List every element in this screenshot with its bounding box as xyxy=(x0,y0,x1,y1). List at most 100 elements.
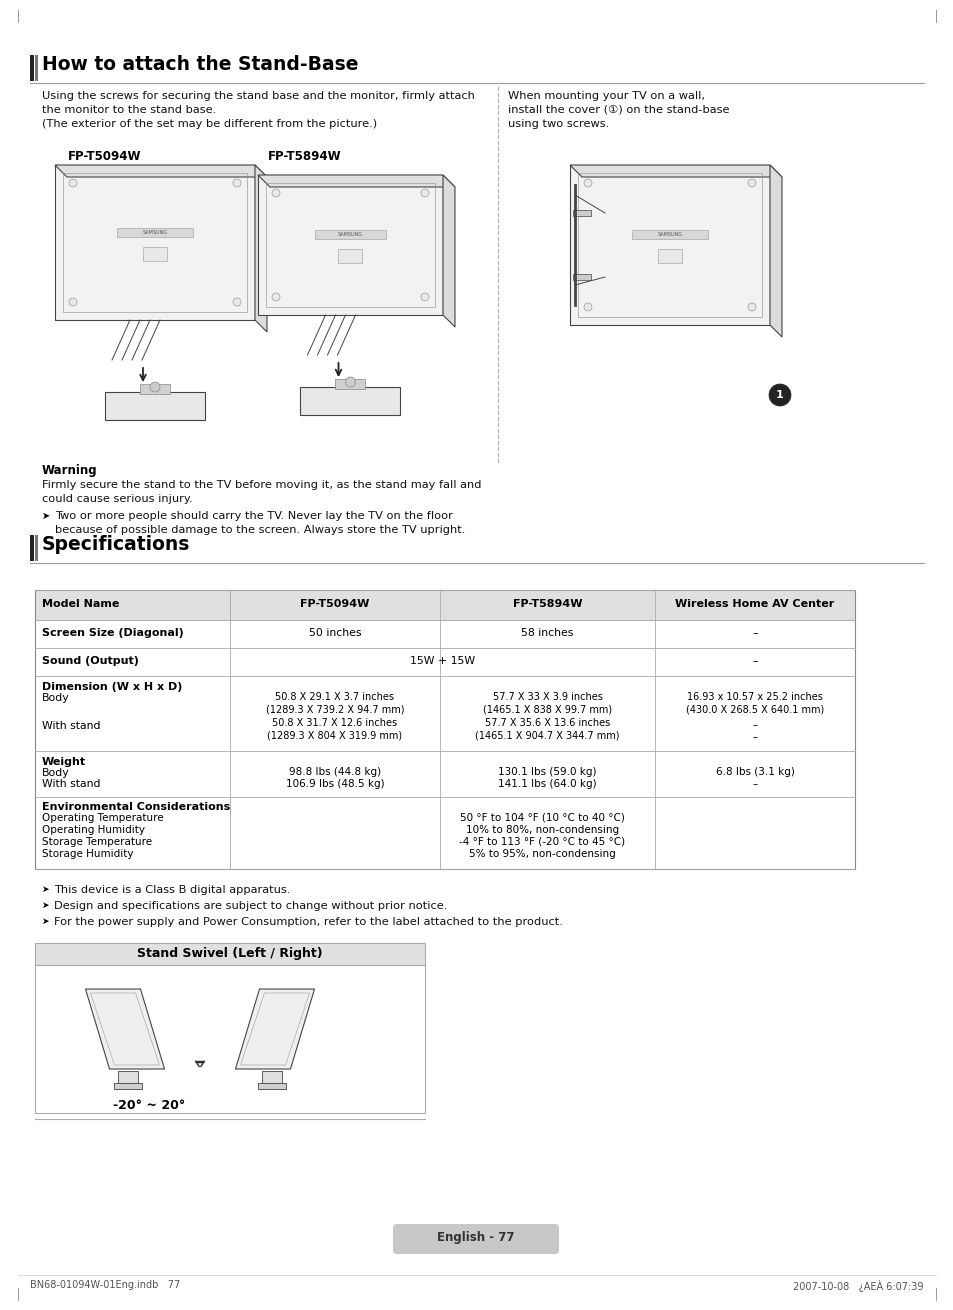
Polygon shape xyxy=(569,165,781,177)
Text: FP-T5094W: FP-T5094W xyxy=(68,151,141,162)
Bar xyxy=(35,590,854,620)
Text: 2007-10-08   ¿AEÀ 6:07:39: 2007-10-08 ¿AEÀ 6:07:39 xyxy=(793,1280,923,1292)
Bar xyxy=(113,1083,142,1089)
Text: 141.1 lbs (64.0 kg): 141.1 lbs (64.0 kg) xyxy=(497,779,597,789)
Bar xyxy=(35,620,854,648)
Polygon shape xyxy=(257,176,455,187)
Text: 58 inches: 58 inches xyxy=(520,627,573,638)
Bar xyxy=(262,1072,282,1085)
Text: This device is a Class B digital apparatus.: This device is a Class B digital apparat… xyxy=(54,886,290,895)
Bar xyxy=(573,210,590,216)
Text: Stand Swivel (Left / Right): Stand Swivel (Left / Right) xyxy=(137,947,322,960)
Text: 57.7 X 33 X 3.9 inches: 57.7 X 33 X 3.9 inches xyxy=(492,692,601,702)
Text: –: – xyxy=(752,656,757,665)
Text: ➤: ➤ xyxy=(42,511,51,521)
Polygon shape xyxy=(86,989,164,1069)
Text: FP-T5894W: FP-T5894W xyxy=(512,599,581,609)
Bar xyxy=(117,228,193,237)
Bar xyxy=(335,379,365,389)
Text: FP-T5894W: FP-T5894W xyxy=(268,151,341,162)
Bar xyxy=(35,590,854,869)
Text: (1289.3 X 804 X 319.9 mm): (1289.3 X 804 X 319.9 mm) xyxy=(267,731,402,741)
Circle shape xyxy=(747,179,755,187)
Text: 1: 1 xyxy=(776,390,783,400)
Text: SAMSUNG: SAMSUNG xyxy=(657,232,681,237)
Bar xyxy=(338,249,362,263)
Text: 16.93 x 10.57 x 25.2 inches: 16.93 x 10.57 x 25.2 inches xyxy=(686,692,822,702)
Bar xyxy=(631,231,707,238)
Circle shape xyxy=(345,377,355,386)
Text: 15W + 15W: 15W + 15W xyxy=(410,656,475,665)
Text: Specifications: Specifications xyxy=(42,534,191,554)
Bar xyxy=(143,246,167,261)
Text: Two or more people should carry the TV. Never lay the TV on the floor
because of: Two or more people should carry the TV. … xyxy=(55,511,465,534)
Text: FP-T5094W: FP-T5094W xyxy=(300,599,370,609)
Circle shape xyxy=(583,179,592,187)
Text: Operating Humidity: Operating Humidity xyxy=(42,825,145,834)
Text: SAMSUNG: SAMSUNG xyxy=(337,232,363,237)
Circle shape xyxy=(768,384,790,406)
Text: Using the screws for securing the stand base and the monitor, firmly attach
the : Using the screws for securing the stand … xyxy=(42,90,475,128)
Text: 50.8 X 29.1 X 3.7 inches: 50.8 X 29.1 X 3.7 inches xyxy=(275,692,395,702)
Text: When mounting your TV on a wall,
install the cover (①) on the stand-base
using t: When mounting your TV on a wall, install… xyxy=(507,90,729,128)
Text: Firmly secure the stand to the TV before moving it, as the stand may fall and
co: Firmly secure the stand to the TV before… xyxy=(42,479,481,504)
Text: With stand: With stand xyxy=(42,721,100,731)
Text: 106.9 lbs (48.5 kg): 106.9 lbs (48.5 kg) xyxy=(285,779,384,789)
Text: Screen Size (Diagonal): Screen Size (Diagonal) xyxy=(42,627,184,638)
Text: English - 77: English - 77 xyxy=(436,1231,515,1244)
Polygon shape xyxy=(769,165,781,337)
Text: Storage Humidity: Storage Humidity xyxy=(42,849,133,859)
Text: 130.1 lbs (59.0 kg): 130.1 lbs (59.0 kg) xyxy=(497,766,597,777)
Text: ➤: ➤ xyxy=(42,886,50,893)
Bar xyxy=(658,249,681,263)
Text: –: – xyxy=(752,732,757,741)
Text: BN68-01094W-01Eng.indb   77: BN68-01094W-01Eng.indb 77 xyxy=(30,1280,180,1290)
Text: 50 inches: 50 inches xyxy=(309,627,361,638)
Bar xyxy=(578,173,761,317)
Bar xyxy=(35,55,38,81)
Text: 98.8 lbs (44.8 kg): 98.8 lbs (44.8 kg) xyxy=(289,766,380,777)
Text: –: – xyxy=(752,721,757,730)
Polygon shape xyxy=(254,165,267,331)
Circle shape xyxy=(69,179,77,187)
Text: –: – xyxy=(752,627,757,638)
Bar xyxy=(257,1083,286,1089)
Circle shape xyxy=(272,189,280,196)
Bar xyxy=(118,1072,138,1085)
Text: Operating Temperature: Operating Temperature xyxy=(42,814,164,823)
Text: Body: Body xyxy=(42,693,70,703)
Text: 50.8 X 31.7 X 12.6 inches: 50.8 X 31.7 X 12.6 inches xyxy=(273,718,397,728)
Text: -20° ~ 20°: -20° ~ 20° xyxy=(112,1099,185,1112)
Bar xyxy=(63,173,247,312)
Text: With stand: With stand xyxy=(42,779,100,789)
Text: Sound (Output): Sound (Output) xyxy=(42,656,139,665)
Circle shape xyxy=(420,293,429,301)
Text: (1289.3 X 739.2 X 94.7 mm): (1289.3 X 739.2 X 94.7 mm) xyxy=(266,705,404,715)
Bar xyxy=(55,165,254,320)
Circle shape xyxy=(150,383,160,392)
Circle shape xyxy=(233,297,241,307)
Text: Model Name: Model Name xyxy=(42,599,119,609)
Text: How to attach the Stand-Base: How to attach the Stand-Base xyxy=(42,55,358,73)
Bar xyxy=(30,534,34,561)
Bar xyxy=(140,384,170,394)
Bar xyxy=(35,796,854,869)
Text: ➤: ➤ xyxy=(42,901,50,910)
Text: 6.8 lbs (3.1 kg): 6.8 lbs (3.1 kg) xyxy=(715,766,794,777)
Circle shape xyxy=(69,297,77,307)
Bar xyxy=(35,648,854,676)
Polygon shape xyxy=(55,165,267,177)
Text: –: – xyxy=(752,779,757,789)
Text: Design and specifications are subject to change without prior notice.: Design and specifications are subject to… xyxy=(54,901,447,910)
Circle shape xyxy=(583,303,592,310)
Circle shape xyxy=(272,293,280,301)
Text: Weight: Weight xyxy=(42,757,86,766)
Bar xyxy=(35,965,424,1114)
Bar xyxy=(30,55,34,81)
Bar xyxy=(105,392,205,421)
Bar xyxy=(569,165,769,325)
Text: 10% to 80%, non-condensing: 10% to 80%, non-condensing xyxy=(465,825,618,834)
Text: Wireless Home AV Center: Wireless Home AV Center xyxy=(675,599,834,609)
Text: 57.7 X 35.6 X 13.6 inches: 57.7 X 35.6 X 13.6 inches xyxy=(484,718,610,728)
Text: 50 °F to 104 °F (10 °C to 40 °C): 50 °F to 104 °F (10 °C to 40 °C) xyxy=(459,814,624,823)
